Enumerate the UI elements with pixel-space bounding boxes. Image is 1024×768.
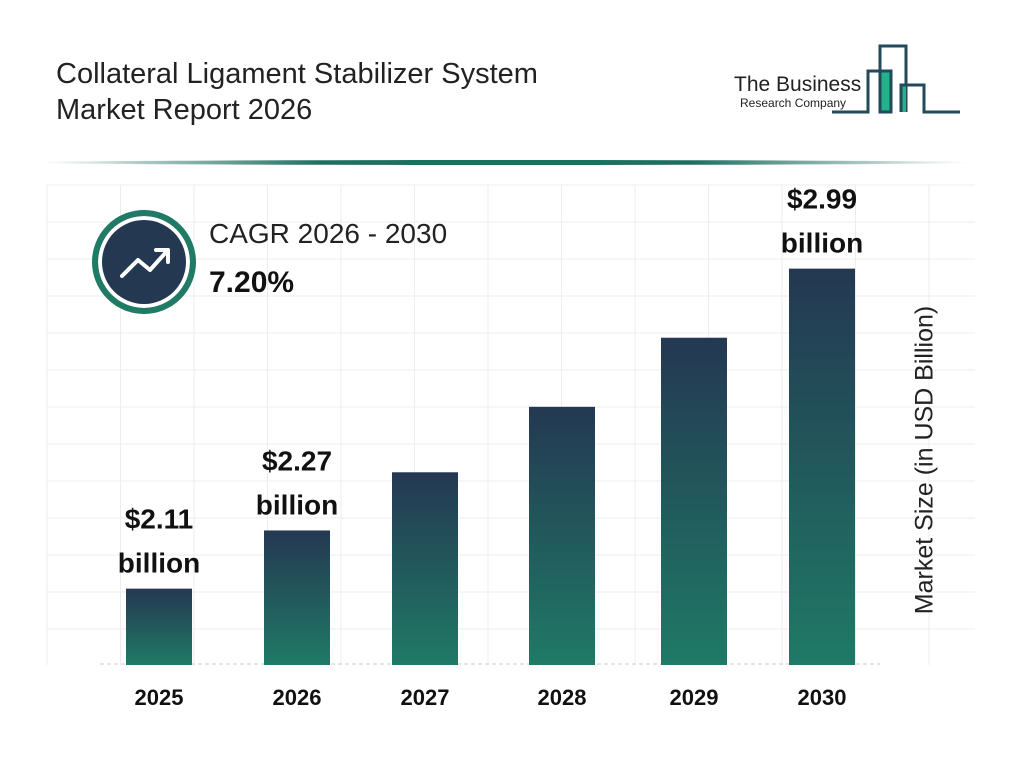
cagr-badge <box>92 210 196 314</box>
logo-text-line1: The Business <box>734 73 862 96</box>
company-logo: The Business Research Company <box>720 40 970 120</box>
x-tick-label: 2030 <box>798 685 847 710</box>
cagr-label: CAGR 2026 - 2030 <box>209 218 448 249</box>
page-title: Collateral Ligament Stabilizer System Ma… <box>56 56 538 128</box>
cagr-value: 7.20% <box>209 266 295 299</box>
header-divider <box>40 160 970 165</box>
x-tick-label: 2028 <box>538 685 587 710</box>
x-tick-label: 2027 <box>401 685 450 710</box>
data-label-unit: billion <box>781 228 863 259</box>
x-tick-label: 2029 <box>670 685 719 710</box>
bar-2030 <box>789 268 855 665</box>
bar-2027 <box>392 472 458 665</box>
bar-2026 <box>264 530 330 665</box>
labels: 2025 $2.11 billion 2026 $2.27 billion 2027 2028… <box>118 184 863 710</box>
title-line-2: Market Report 2026 <box>56 94 313 126</box>
data-label-value: $2.11 <box>125 504 194 535</box>
data-label-unit: billion <box>118 548 200 579</box>
logo-text-line2: Research Company <box>740 96 847 110</box>
trending-up-icon <box>120 248 170 278</box>
bar-2025 <box>126 588 192 665</box>
title-line-1: Collateral Ligament Stabilizer System <box>56 58 538 90</box>
bar-2028 <box>529 406 595 665</box>
logo-buildings-icon <box>832 44 960 114</box>
y-axis-label: Market Size (in USD Billion) <box>910 305 939 615</box>
bar-2029 <box>661 337 727 665</box>
bars <box>126 268 855 665</box>
data-label-unit: billion <box>256 489 338 520</box>
data-label-value: $2.27 <box>262 445 332 476</box>
data-label-value: $2.99 <box>787 184 857 215</box>
x-tick-label: 2025 <box>135 685 184 710</box>
x-tick-label: 2026 <box>273 685 322 710</box>
